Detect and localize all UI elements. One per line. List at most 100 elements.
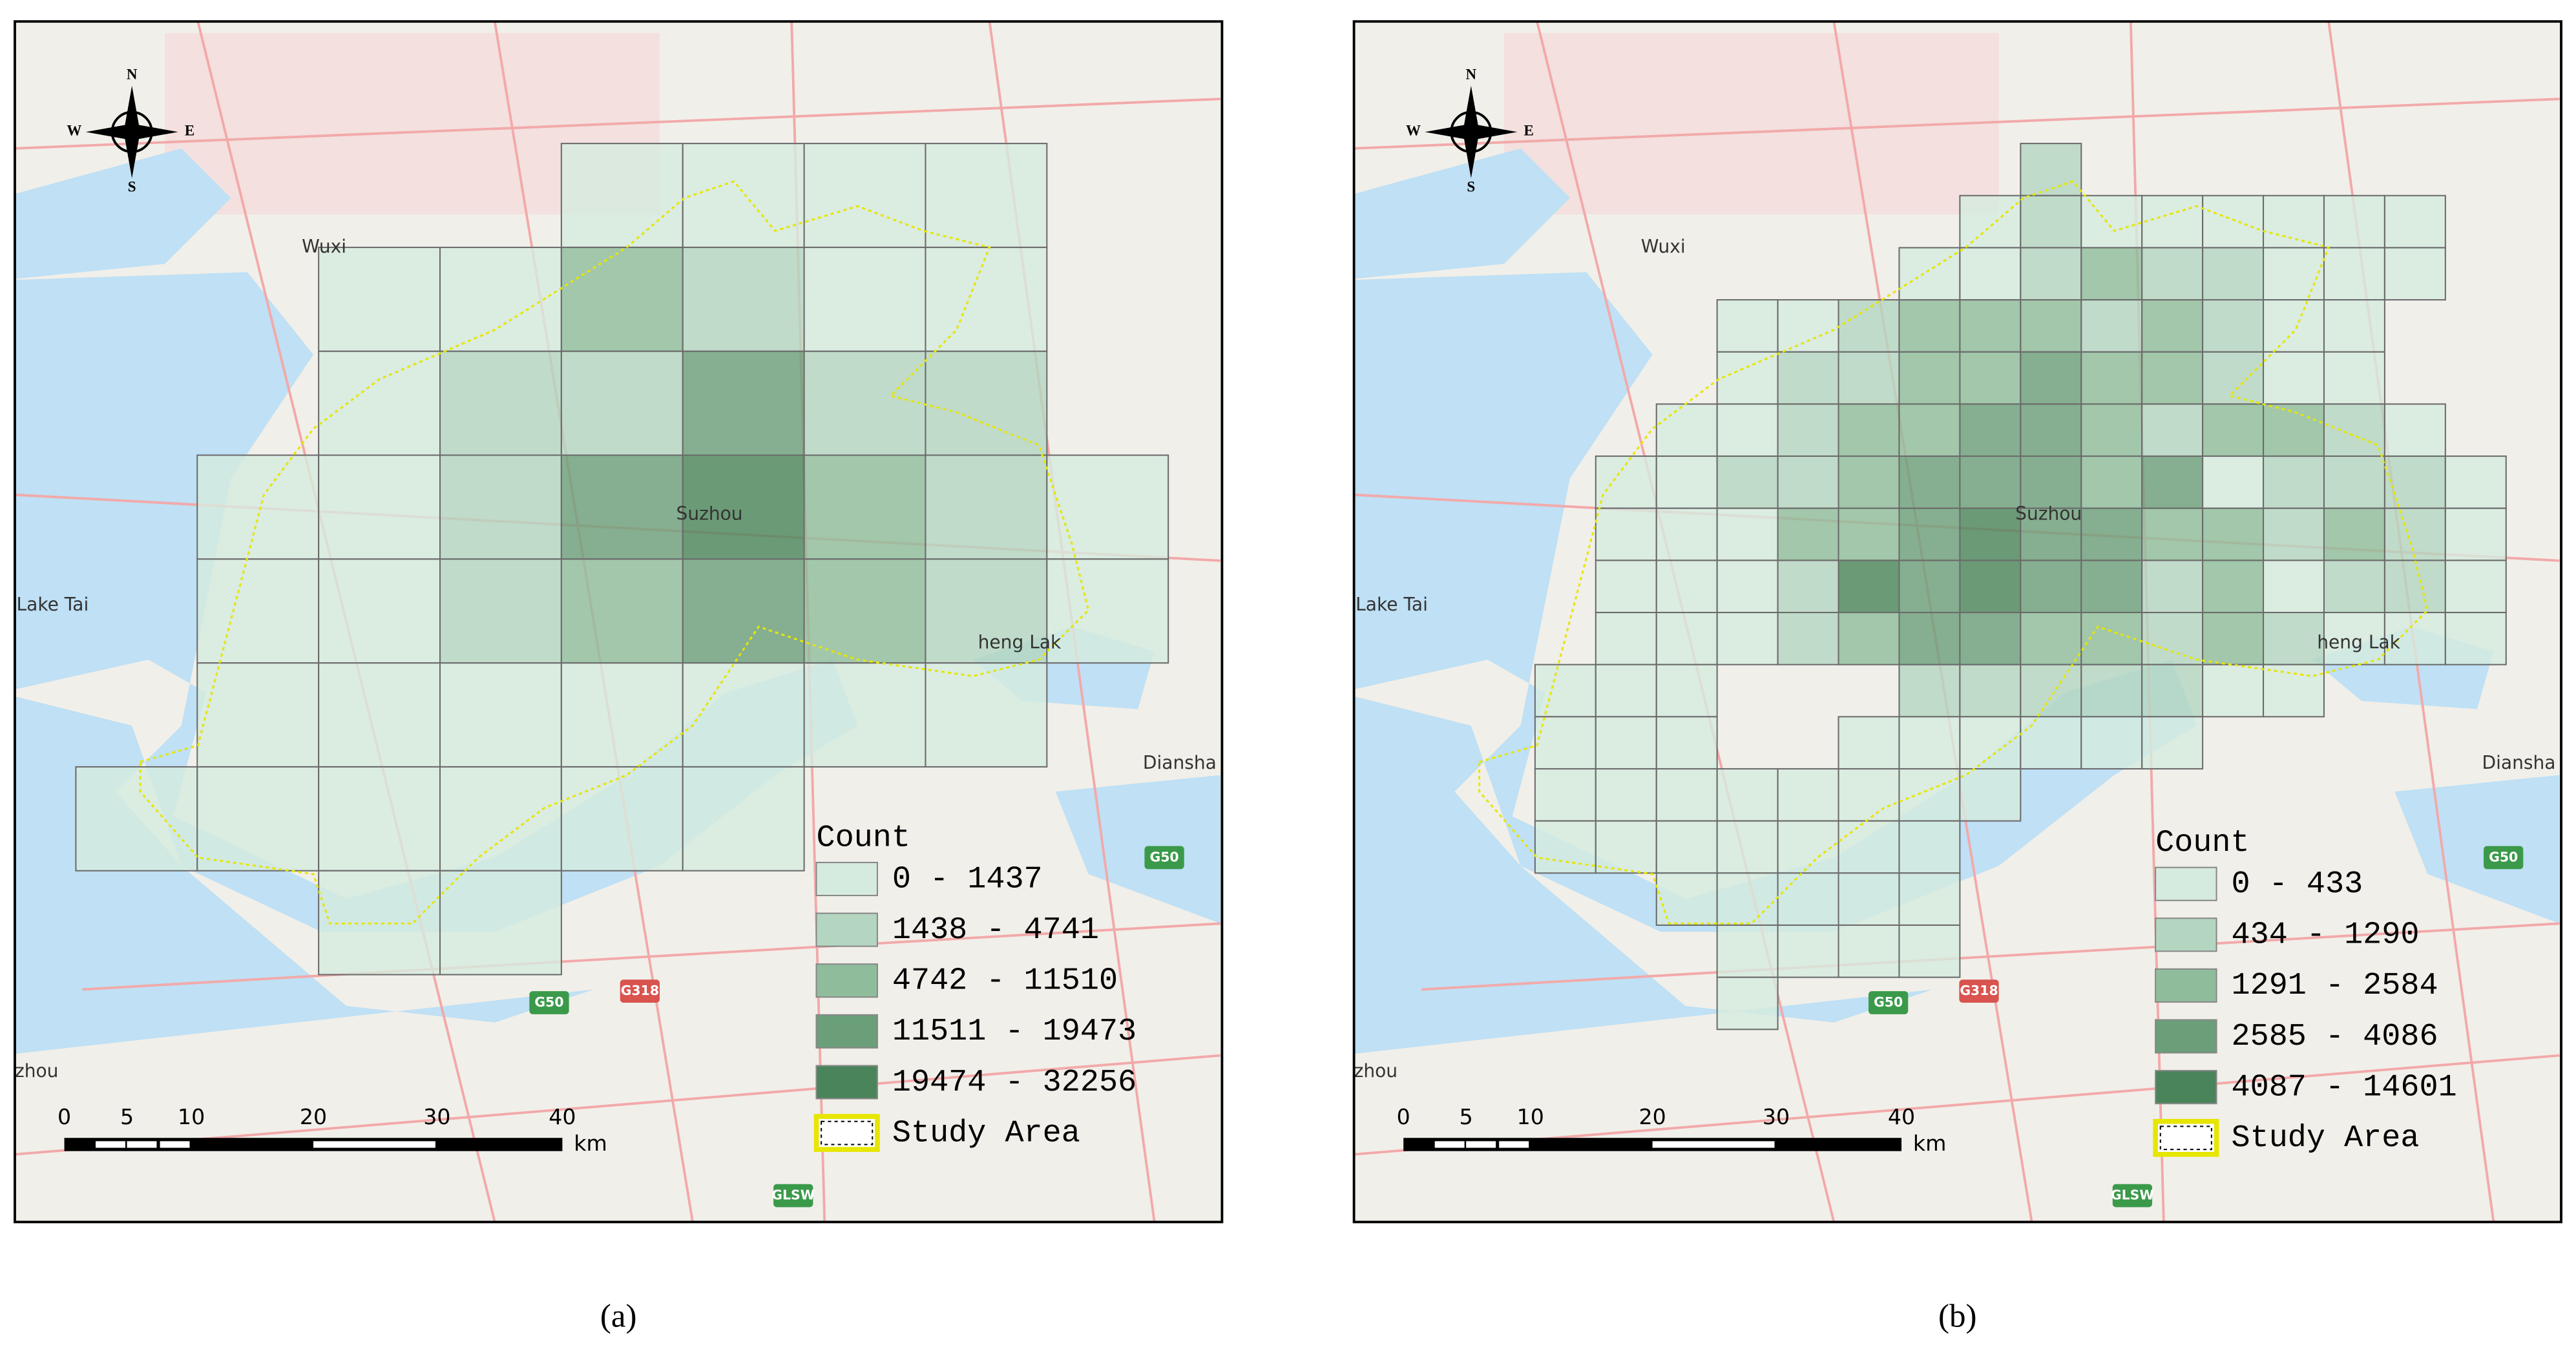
place-label: zhou [15,1060,58,1082]
grid-cell [1959,768,2022,822]
legend-title: Count [816,821,910,856]
grid-cell [682,350,805,456]
grid-cell [196,558,320,664]
grid-cell [560,350,684,456]
grid-cell [439,558,562,664]
grid-cell [2020,612,2082,665]
grid-cell [2202,194,2265,249]
grid-cell [2323,507,2385,561]
grid-cell [2020,194,2082,249]
grid-cell [2141,716,2204,770]
road-shield-label: GLSW [2111,1187,2154,1203]
compass-letter: S [1467,178,1475,194]
road-shield-label: GLSW [771,1187,815,1203]
road-shield [2112,1184,2153,1208]
compass-ring [1450,110,1492,153]
grid-cell [1655,768,1718,822]
place-label: Suzhou [676,503,743,524]
grid-cell [2263,507,2325,561]
grid-cell [1716,351,1779,405]
grid-cell [1898,559,1961,614]
grid-cell [1716,612,1779,665]
grid-cell [1898,872,1961,926]
grid-cell [2383,455,2446,509]
grid-cell [2020,507,2082,561]
road-shield-label: G50 [2489,849,2518,864]
grid-cell [2020,299,2082,353]
grid-cell [560,246,684,352]
grid-cell [2323,194,2385,249]
grid-cell [1898,247,1961,301]
legend-swatch [815,963,878,998]
grid-cell [2323,612,2385,665]
grid-cell [1898,664,1961,718]
grid-cell [2020,247,2082,301]
place-label: heng Lak [978,632,1062,653]
grid-cell [2383,612,2446,665]
compass-ring [110,110,153,153]
scale-bar-segment [1499,1141,1529,1148]
grid-cell [2020,403,2082,457]
grid-cell [196,662,320,768]
legend-label: Study Area [892,1115,1080,1151]
legend-swatch [815,1014,878,1049]
basemap: Wuxi Suzhou Lake Tai heng Lak Diansha zhou G50… [14,21,1222,1222]
scale-label: 5 [120,1104,134,1129]
grid-cell [1716,872,1779,926]
grid-cell [560,766,684,872]
grid-cell [2323,403,2385,457]
grid-cell [1655,455,1718,509]
legend-label: Study Area [2232,1120,2420,1156]
grid-cell [1777,872,1839,926]
compass-letter: W [67,122,81,138]
scale-bar-segment [1466,1141,1496,1148]
grid-cell [318,766,441,872]
legend-label: 0 - 433 [2232,866,2363,902]
grid-cell [1655,716,1718,770]
grid-cell [1959,351,2022,405]
grid-cell [803,246,927,352]
map-panel: Wuxi Suzhou Lake Tai heng Lak Diansha zhou G50… [1352,20,2563,1335]
road-shield [1959,979,1999,1003]
grid-cell [2080,403,2143,457]
panel-frame [14,20,1224,1224]
grid-cell [1838,507,1900,561]
grid-cell [560,558,684,664]
grid-cell [1595,612,1657,665]
scale-label: 20 [1639,1104,1666,1129]
grid-cell [1716,559,1779,614]
scale-label: 0 [1397,1104,1410,1129]
grid-cell [1777,299,1839,353]
road-shield-label: G50 [1874,994,1903,1010]
grid-cell [925,143,1048,248]
grid-cell [2263,247,2325,301]
compass-letter: W [1406,122,1421,138]
grid-cell [1655,507,1718,561]
grid-cell [2202,403,2265,457]
grid-cell [1777,351,1839,405]
grid-cell [1777,559,1839,614]
grid-cell [2202,299,2265,353]
grid-cell [925,454,1048,560]
grid-cell [2020,664,2082,718]
grid-cell [2202,455,2265,509]
grid-cell [1959,403,2022,457]
road-shield-label: G318 [621,983,659,998]
grid-cell [2141,455,2204,509]
grid-cell [439,350,562,456]
basemap: Wuxi Suzhou Lake Tai heng Lak Diansha zhou G50… [1354,21,2563,1222]
grid-cell [2141,299,2204,353]
grid-cell [1898,403,1961,457]
grid-cell [2080,299,2143,353]
grid-cell [803,662,927,768]
grid-cell [1595,664,1657,718]
place-label: Lake Tai [1356,594,1428,615]
grid-cell [2202,664,2265,718]
grid-cell [1595,559,1657,614]
grid-cell [2202,507,2265,561]
grid-cell [1838,872,1900,926]
grid-cell [2020,143,2082,196]
grid-cell [2323,559,2385,614]
grid-cell [1716,976,1779,1030]
place-label: Diansha [1143,752,1217,773]
